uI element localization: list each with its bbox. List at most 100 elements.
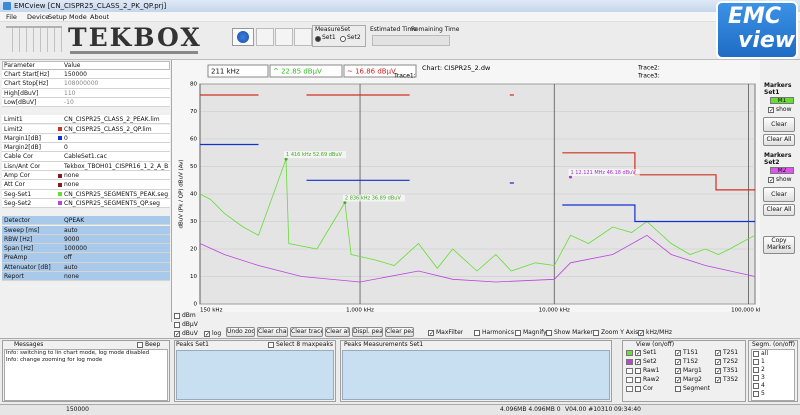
markers-title: Markers Set1 (764, 82, 792, 96)
checkbox[interactable] (753, 375, 759, 381)
parameter-value: 0 (64, 134, 68, 142)
checkbox[interactable]: ✓ (768, 177, 774, 183)
show-option: show (776, 176, 792, 183)
checkbox[interactable]: ✓ (715, 368, 721, 374)
checkbox[interactable]: ✓ (174, 331, 180, 337)
toolbar-button[interactable] (294, 28, 312, 46)
view-option: Cor (643, 385, 654, 392)
brand-top: EMC (728, 4, 782, 29)
menu-item[interactable]: File (6, 13, 17, 21)
annotation: 1 416 kHz 52.69 dBuV (286, 152, 342, 158)
chart-option: Zoom Y Axis (601, 329, 639, 336)
color-swatch (626, 377, 633, 383)
table-row (2, 88, 170, 98)
table-row (2, 143, 170, 153)
table-row (2, 152, 170, 162)
clear-last-button[interactable]: Clear Last (763, 117, 795, 132)
brand-bottom: view (738, 28, 796, 53)
checkbox[interactable] (675, 386, 681, 392)
button[interactable]: Clear chart (257, 327, 288, 337)
parameter-value: off (64, 254, 72, 262)
status-field: V04.00 #10310 (565, 406, 613, 413)
checkbox[interactable] (546, 330, 552, 336)
checkbox[interactable] (174, 313, 180, 319)
status-field: 150000 (66, 406, 89, 413)
checkbox[interactable] (753, 351, 759, 357)
checkbox[interactable] (268, 342, 274, 348)
annotation: 2 836 kHz 36.89 dBuV (345, 196, 401, 202)
marker-chip[interactable]: M1 (770, 97, 794, 104)
checkbox[interactable]: ✓ (204, 331, 210, 337)
table-row (2, 161, 170, 171)
checkbox[interactable]: ✓ (768, 107, 774, 113)
menu-item[interactable]: Mode (69, 13, 87, 21)
checkbox[interactable] (137, 342, 143, 348)
view-option: T3S1 (723, 367, 739, 374)
checkbox[interactable]: ✓ (715, 377, 721, 383)
checkbox[interactable] (753, 383, 759, 389)
checkbox[interactable]: ✓ (675, 377, 681, 383)
view-option: T2S1 (723, 349, 739, 356)
menu-item[interactable]: Setup (48, 13, 67, 21)
checkbox[interactable] (174, 322, 180, 328)
unit-option: dBµV (182, 321, 198, 328)
button[interactable]: Undo zoom (226, 327, 255, 337)
button[interactable]: Clear traces (290, 327, 323, 337)
play-icon[interactable] (237, 31, 249, 43)
checkbox[interactable] (474, 330, 480, 336)
checkbox[interactable] (635, 386, 641, 392)
y-tick-label: 80 (190, 82, 197, 88)
parameter-value: none (64, 172, 79, 179)
view-option: Raw2 (643, 376, 660, 383)
parameter-name: Seg-Set2 (4, 199, 32, 207)
radio[interactable] (340, 36, 346, 42)
menu-item[interactable]: Device (27, 13, 50, 21)
checkbox[interactable] (635, 377, 641, 383)
message-line: Info: change zooming for log mode (6, 357, 103, 363)
messages-title: Messages (14, 341, 44, 348)
view-option: T3S2 (723, 376, 739, 383)
button[interactable]: Clear peaks (385, 327, 414, 337)
parameter-name: Limit2 (4, 125, 23, 133)
trace-label: Trace3: (637, 73, 660, 80)
parameter-value: CN_CISPR25_CLASS_2_QP.lim (64, 125, 152, 133)
checkbox[interactable]: ✓ (428, 330, 434, 336)
marker-chip[interactable]: M2 (770, 167, 794, 174)
checkbox[interactable]: ✓ (635, 359, 641, 365)
checkbox[interactable]: ✓ (675, 359, 681, 365)
checkbox[interactable] (635, 368, 641, 374)
checkbox[interactable]: ✓ (675, 350, 681, 356)
parameter-value: 108000000 (64, 80, 99, 88)
clear-last-button[interactable]: Clear Last (763, 187, 795, 202)
status-bar (0, 404, 800, 415)
button[interactable]: Clear all (325, 327, 350, 337)
checkbox[interactable] (753, 391, 759, 397)
checkbox[interactable]: ✓ (675, 368, 681, 374)
menu-item[interactable]: About (90, 13, 110, 21)
radio[interactable] (315, 36, 321, 42)
clear-all-button[interactable]: Clear All (763, 134, 795, 146)
checkbox[interactable]: ✓ (638, 330, 644, 336)
measurements-title: Peaks Measurements Set1 (344, 341, 424, 348)
checkbox[interactable] (593, 330, 599, 336)
clear-all-button[interactable]: Clear All (763, 204, 795, 216)
segment-option: 5 (761, 390, 765, 397)
checkbox[interactable] (753, 367, 759, 373)
table-row (2, 253, 170, 263)
table-row (2, 225, 170, 235)
beep-option: Beep (145, 341, 161, 348)
parameter-name: Lisn/Ant Cor (4, 162, 41, 170)
checkbox[interactable]: ✓ (715, 359, 721, 365)
messages-box (4, 349, 168, 401)
checkbox[interactable]: ✓ (715, 350, 721, 356)
checkbox[interactable]: ✓ (635, 350, 641, 356)
button[interactable]: Displ. peaks (352, 327, 383, 337)
copy-markers-button[interactable]: Copy Markers (763, 236, 795, 254)
toolbar-button[interactable] (256, 28, 274, 46)
parameter-value: -10 (64, 98, 74, 106)
color-swatch (626, 386, 633, 392)
toolbar-button[interactable] (275, 28, 293, 46)
checkbox[interactable] (753, 359, 759, 365)
checkbox[interactable] (515, 330, 521, 336)
